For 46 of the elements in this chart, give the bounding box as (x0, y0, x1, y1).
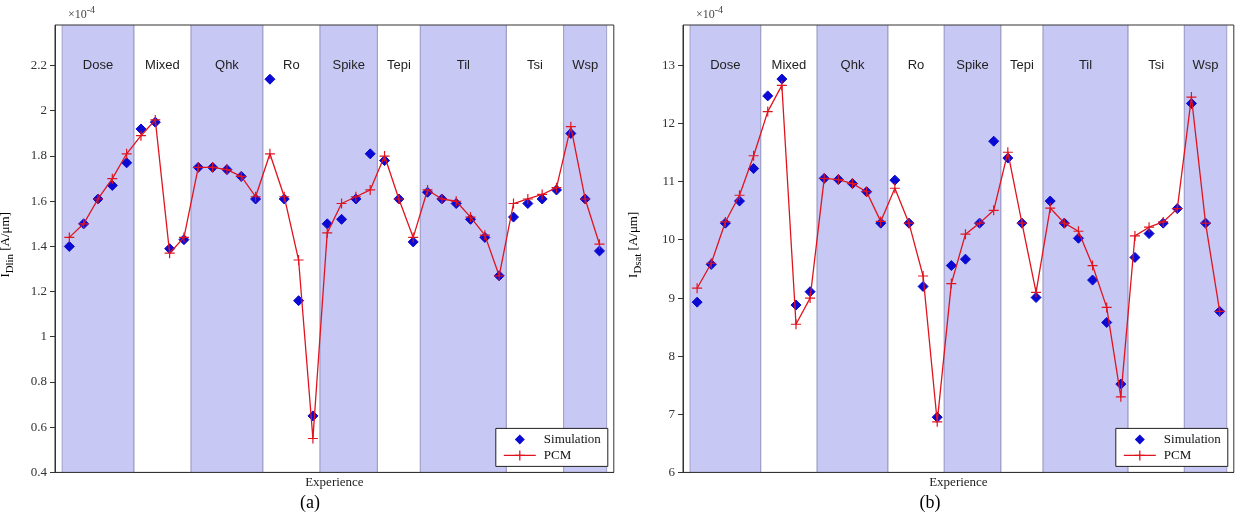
annotation: Mixed (771, 56, 807, 72)
annotation: Tepi (1010, 56, 1034, 72)
y-tick-label: 1 (40, 328, 47, 344)
y-tick-label: 11 (662, 173, 675, 189)
y-tick-label: 1.2 (30, 283, 47, 299)
x-axis-title: Experience (305, 473, 364, 489)
y-tick-label: 6 (668, 463, 676, 479)
y-tick-label: 0.4 (30, 463, 48, 479)
annotation: Dose (82, 56, 114, 72)
annotation: Dose (710, 56, 741, 72)
annotation: Tepi (386, 56, 411, 72)
y-tick-label: 7 (668, 405, 676, 421)
y-tick-label: 13 (662, 57, 675, 73)
legend-label: Simulation (543, 430, 602, 446)
annotation: Wsp (572, 56, 599, 72)
annotation: Spike (956, 56, 989, 72)
annotation: Til (456, 56, 471, 72)
text: ×10$^{-4}$ (68, 4, 96, 22)
text: (b) (918, 492, 942, 513)
annotation: Tsi (1148, 56, 1165, 72)
y-tick-label: 1.4 (30, 237, 48, 253)
legend-label: PCM (543, 446, 572, 462)
annotation: Ro (907, 56, 925, 72)
legend-label: Simulation (1163, 430, 1222, 446)
y-tick-label: 9 (668, 289, 675, 305)
y-tick-label: 10 (662, 231, 675, 247)
y-tick-label: 0.8 (30, 373, 47, 389)
y-tick-label: 0.6 (30, 418, 48, 434)
text: (a) (299, 492, 321, 513)
annotation: Spike (332, 56, 365, 72)
y-tick-label: 1.8 (30, 147, 47, 163)
annotation: Ro (283, 56, 300, 72)
annotation: Qhk (840, 56, 865, 72)
annotation: Til (1078, 56, 1093, 72)
x-axis-title: Experience (929, 473, 988, 489)
y-tick-label: 1.6 (30, 192, 48, 208)
y-tick-label: 2.2 (30, 57, 47, 73)
y-tick-label: 12 (662, 115, 675, 131)
y-tick-label: 8 (668, 347, 675, 363)
legend-label: PCM (1163, 446, 1192, 462)
y-tick-label: 2 (40, 102, 47, 118)
text: ×10$^{-4}$ (696, 4, 724, 22)
annotation: Mixed (145, 56, 180, 72)
annotation: Qhk (215, 56, 240, 72)
annotation: Tsi (527, 56, 544, 72)
annotation: Wsp (1192, 56, 1219, 72)
